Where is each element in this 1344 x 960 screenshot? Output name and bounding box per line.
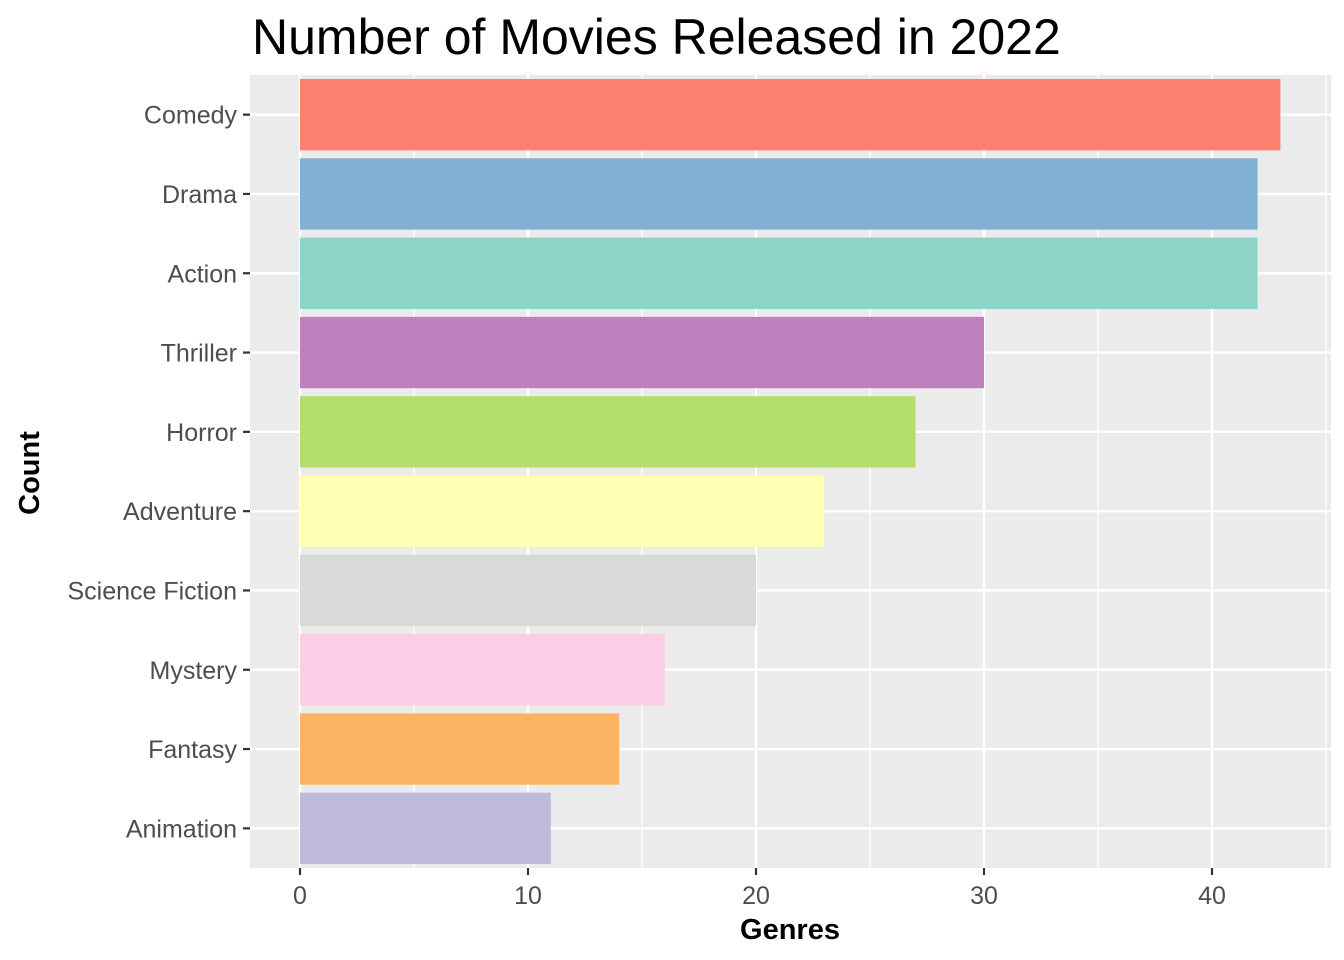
bar-thriller — [300, 316, 984, 389]
chart-title: Number of Movies Released in 2022 — [252, 9, 1061, 65]
y-tick-label: Action — [168, 260, 237, 288]
bar-mystery — [300, 634, 665, 706]
y-tick-label: Horror — [166, 419, 237, 447]
x-tick-label: 20 — [742, 882, 770, 910]
x-axis-title: Genres — [740, 914, 840, 946]
y-tick-label: Comedy — [144, 102, 238, 130]
x-tick-label: 0 — [293, 882, 307, 910]
bar-comedy — [300, 78, 1281, 151]
x-axis-ticks: 0 10 20 30 40 — [293, 868, 1226, 910]
y-tick-label: Thriller — [161, 340, 237, 368]
y-axis-ticks: Comedy Drama Action Thriller Horror Adventure… — [67, 102, 250, 843]
bar-drama — [300, 158, 1258, 230]
y-tick-label: Science Fiction — [67, 577, 237, 605]
y-tick-label: Adventure — [123, 498, 237, 526]
bar-action — [300, 237, 1258, 309]
y-tick-label: Drama — [162, 181, 237, 209]
bar-adventure — [300, 475, 825, 547]
bar-animation — [300, 792, 551, 865]
y-tick-label: Animation — [126, 815, 237, 843]
x-tick-label: 10 — [514, 882, 542, 910]
x-tick-label: 40 — [1198, 882, 1226, 910]
y-tick-label: Mystery — [150, 657, 238, 685]
bar-fantasy — [300, 713, 620, 785]
y-axis-title: Count — [14, 431, 46, 515]
bar-science-fiction — [300, 554, 756, 627]
x-tick-label: 30 — [970, 882, 998, 910]
y-tick-label: Fantasy — [148, 736, 237, 764]
bars — [300, 78, 1281, 865]
bar-horror — [300, 396, 916, 468]
